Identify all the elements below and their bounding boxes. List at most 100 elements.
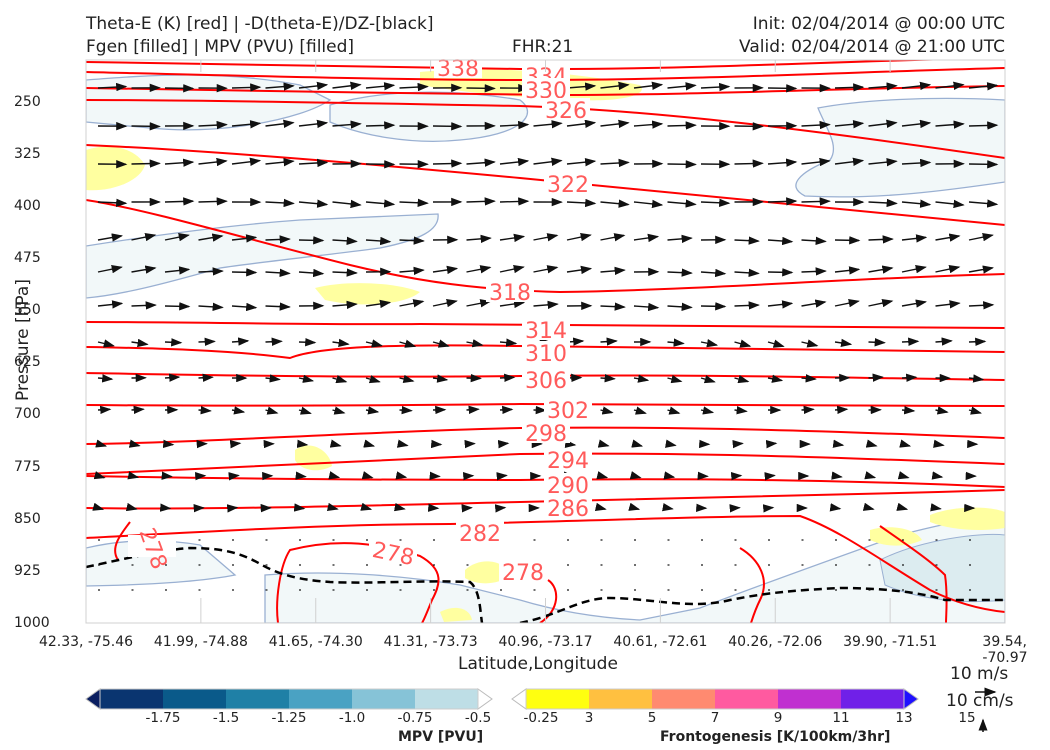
wind-arrow <box>332 81 362 90</box>
wind-arrow <box>801 405 815 415</box>
wind-arrow <box>834 299 860 308</box>
wind-arrow <box>700 302 727 311</box>
wind-arrow <box>497 439 510 449</box>
wind-arrow <box>865 439 878 448</box>
theta-e-label-halo <box>544 496 592 518</box>
x-axis-label: Latitude,Longitude <box>458 654 618 674</box>
x-tick-label: 40.96, -73.17 <box>498 634 593 650</box>
colorbar-tick-label: 9 <box>773 710 783 726</box>
wind-arrow <box>363 439 376 448</box>
wind-arrow <box>901 405 916 415</box>
wind-arrow <box>801 299 827 308</box>
wind-arrow <box>633 199 664 209</box>
wind-arrow <box>329 439 342 448</box>
wind-arrow <box>298 81 329 91</box>
wind-arrow <box>295 471 307 480</box>
theta-e-contour-line <box>86 144 1005 226</box>
y-tick-label: 625 <box>14 354 41 371</box>
wind-arrow <box>128 439 141 448</box>
wind-arrow <box>265 374 281 383</box>
wind-arrow <box>597 439 610 448</box>
forecast-hour: FHR:21 <box>512 37 574 57</box>
fgen-region <box>440 607 472 622</box>
wind-arrow <box>667 82 697 91</box>
wind-arrow <box>298 338 317 347</box>
colorbar-swatch <box>100 689 164 709</box>
wind-arrow <box>399 339 417 348</box>
init-time: Init: 02/04/2014 @ 00:00 UTC <box>752 14 1005 34</box>
wind-arrow <box>935 199 965 209</box>
fgen-colorbar <box>511 688 919 710</box>
wind-arrow <box>328 471 341 480</box>
wind-arrow <box>734 339 752 348</box>
theta-e-contour-line <box>114 521 131 561</box>
wind-arrow <box>834 157 865 166</box>
wind-arrow <box>198 373 214 382</box>
wind-arrow <box>396 439 409 448</box>
wind-arrow <box>198 157 228 167</box>
wind-arrow <box>600 158 630 168</box>
colorbar-frame <box>99 688 479 710</box>
wind-arrow <box>399 405 413 415</box>
wind-arrow <box>265 157 295 167</box>
wind-arrow <box>92 502 105 511</box>
wind-arrow <box>868 158 898 167</box>
theta-e-label-halo <box>522 318 570 340</box>
wind-arrow <box>801 267 827 276</box>
wind-arrow <box>125 502 138 512</box>
wind-arrow <box>667 234 693 244</box>
theta-e-contour-line <box>879 525 948 623</box>
wind-arrow <box>897 471 910 480</box>
wind-arrow <box>829 503 842 512</box>
y-tick-label: 700 <box>14 406 41 423</box>
theta-e-label-halo <box>486 280 534 302</box>
wind-arrow <box>332 120 362 129</box>
wind-arrow <box>127 471 140 480</box>
theta-e-label: 302 <box>547 399 589 424</box>
wind-arrow <box>365 82 396 91</box>
wind-arrow <box>365 339 383 348</box>
wind-arrow <box>131 265 157 274</box>
wind-arrow <box>198 337 216 346</box>
wind-arrow <box>533 120 563 129</box>
colorbar-extend-right <box>903 688 919 710</box>
colorbar-tick-label: 15 <box>958 710 976 726</box>
theta-e-label: 282 <box>459 522 501 547</box>
wind-arrow <box>935 406 949 415</box>
wind-arrow <box>231 120 262 129</box>
wind-arrow <box>95 439 108 448</box>
wind-arrow <box>97 198 128 208</box>
wind-arrow <box>131 405 145 415</box>
wind-arrow <box>801 157 831 167</box>
wind-arrow <box>600 302 626 311</box>
wind-arrow <box>901 234 928 243</box>
wind-arrow <box>499 338 518 347</box>
wind-arrow <box>732 439 744 449</box>
wind-arrow <box>862 502 875 511</box>
wind-arrow <box>834 266 861 275</box>
colorbar-tick-label: 13 <box>895 710 913 726</box>
wind-arrow <box>131 301 157 310</box>
wind-arrow <box>700 339 719 348</box>
colorbar-tick-label: -0.25 <box>523 710 559 726</box>
y-tick-label: 925 <box>14 562 41 579</box>
theta-e-label-halo <box>522 368 570 390</box>
theta-e-label-halo <box>544 172 592 194</box>
theta-e-contour-line <box>739 547 765 623</box>
mpv-fill-layer <box>86 74 1005 623</box>
wind-arrow <box>231 406 246 415</box>
wind-arrow <box>198 267 224 276</box>
wind-arrow <box>298 374 315 383</box>
wind-arrow <box>700 375 716 384</box>
wind-arrow <box>868 119 898 128</box>
theta-e-contour-line <box>86 67 1005 82</box>
wind-arrow <box>633 233 660 243</box>
theta-e-contour-line <box>539 579 558 623</box>
wind-arrow <box>97 374 114 383</box>
wind-arrow <box>164 158 195 167</box>
wind-arrow <box>93 471 106 480</box>
fgen-region <box>86 146 145 191</box>
wind-arrow <box>499 264 525 274</box>
wind-arrow <box>566 265 593 275</box>
wind-arrow <box>700 268 727 278</box>
